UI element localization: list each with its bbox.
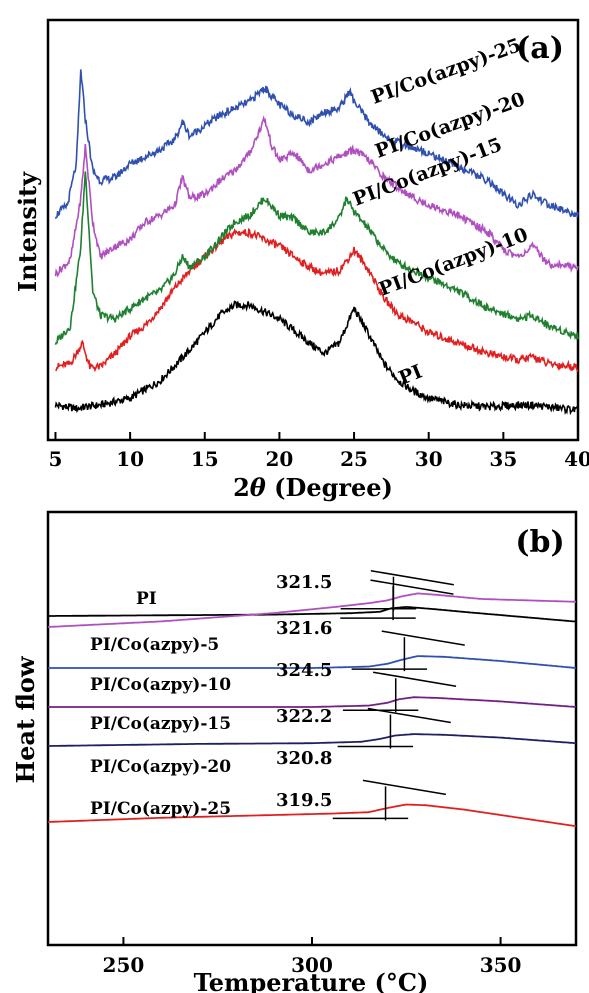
series-label-b-pi-co-20: PI/Co(azpy)-20	[90, 757, 231, 777]
series-line-b-pi-co-azpy-15	[48, 696, 577, 708]
panel-a-label: (a)	[516, 31, 564, 66]
panel-a-xtick-label-40: 40	[564, 447, 589, 471]
panel-a: (a) Intensity 2θ (Degree) 5 10 15 20 25 30 35 4…	[13, 18, 589, 502]
panel-a-xtick-label-35: 35	[489, 447, 517, 471]
panel-a-frame	[46, 18, 580, 442]
panel-a-xtick-label-25: 25	[340, 447, 368, 471]
tg-value-pi-co-15: 322.2	[276, 706, 332, 727]
panel-b: (b) Heat flow Temperature (°C) 250 300 350…	[11, 510, 578, 993]
panel-b-series-labels: PI PI/Co(azpy)-5 PI/Co(azpy)-10 PI/Co(az…	[90, 589, 231, 819]
series-line-b-pi-co-azpy-20	[48, 733, 577, 747]
series-label-b-pi-co-5: PI/Co(azpy)-5	[90, 635, 219, 655]
panel-b-ylabel: Heat flow	[11, 655, 40, 783]
series-label-b-pi-co-10: PI/Co(azpy)-10	[90, 675, 231, 695]
panel-a-xlabel: 2θ (Degree)	[233, 473, 393, 502]
tg-value-pi-co-5: 321.6	[276, 618, 332, 639]
series-label-pi: PI	[396, 361, 426, 390]
tangent-upper-pi-co-azpy-5	[370, 569, 454, 586]
panel-b-xtick-label-350: 350	[480, 953, 522, 977]
panel-b-xlabel: Temperature (°C)	[194, 968, 429, 993]
series-line-a-pi-co-azpy-15	[54, 171, 579, 345]
series-label-b-pi-co-25: PI/Co(azpy)-25	[90, 799, 231, 819]
panel-a-xtick-label-30: 30	[415, 447, 443, 471]
panel-a-ylabel: Intensity	[13, 171, 42, 292]
tangent-upper-pi-co-azpy-10	[381, 630, 465, 646]
series-line-a-pi-co-azpy-20	[54, 115, 579, 278]
series-line-b-pi-co-azpy-5	[47, 592, 577, 628]
series-label-b-pi: PI	[136, 589, 157, 609]
series-line-b-pi	[48, 606, 577, 623]
series-label-b-pi-co-15: PI/Co(azpy)-15	[90, 714, 231, 734]
panel-a-xtick-label-10: 10	[116, 447, 144, 471]
tangent-upper-pi-co-azpy-15	[372, 671, 457, 687]
panel-b-label: (b)	[515, 525, 564, 560]
series-line-b-pi-co-azpy-10	[48, 655, 577, 669]
panel-b-xtick-label-250: 250	[103, 953, 145, 977]
tg-value-pi-co-25: 319.5	[276, 790, 332, 811]
panel-a-xtick-label-20: 20	[265, 447, 293, 471]
series-line-b-pi-co-azpy-25	[47, 803, 577, 828]
panel-b-lines	[47, 592, 577, 828]
panel-b-tg-values: 321.5 321.6 324.5 322.2 320.8 319.5	[276, 572, 332, 811]
tg-value-pi-co-10: 324.5	[276, 660, 332, 681]
panel-a-xtick-label-5: 5	[49, 447, 63, 471]
panel-b-xtick-label-300: 300	[291, 953, 333, 977]
tangent-upper-pi-co-azpy-20	[367, 707, 451, 724]
series-line-a-pi-co-azpy-25	[54, 69, 579, 220]
tg-value-pi: 321.5	[276, 572, 332, 593]
panel-b-tangent-lines	[332, 569, 465, 821]
panel-a-lines	[54, 69, 579, 416]
tangent-upper-pi	[370, 579, 454, 595]
tangent-upper-pi-co-azpy-25	[362, 779, 447, 796]
series-line-a-pi	[54, 300, 579, 416]
series-line-a-pi-co-azpy-10	[55, 227, 579, 373]
panel-b-ticks: 250 300 350	[103, 937, 522, 977]
panel-a-ticks: 5 10 15 20 25 30 35 40	[49, 432, 589, 471]
tg-value-pi-co-20: 320.8	[276, 748, 332, 769]
panel-a-xtick-label-15: 15	[191, 447, 219, 471]
